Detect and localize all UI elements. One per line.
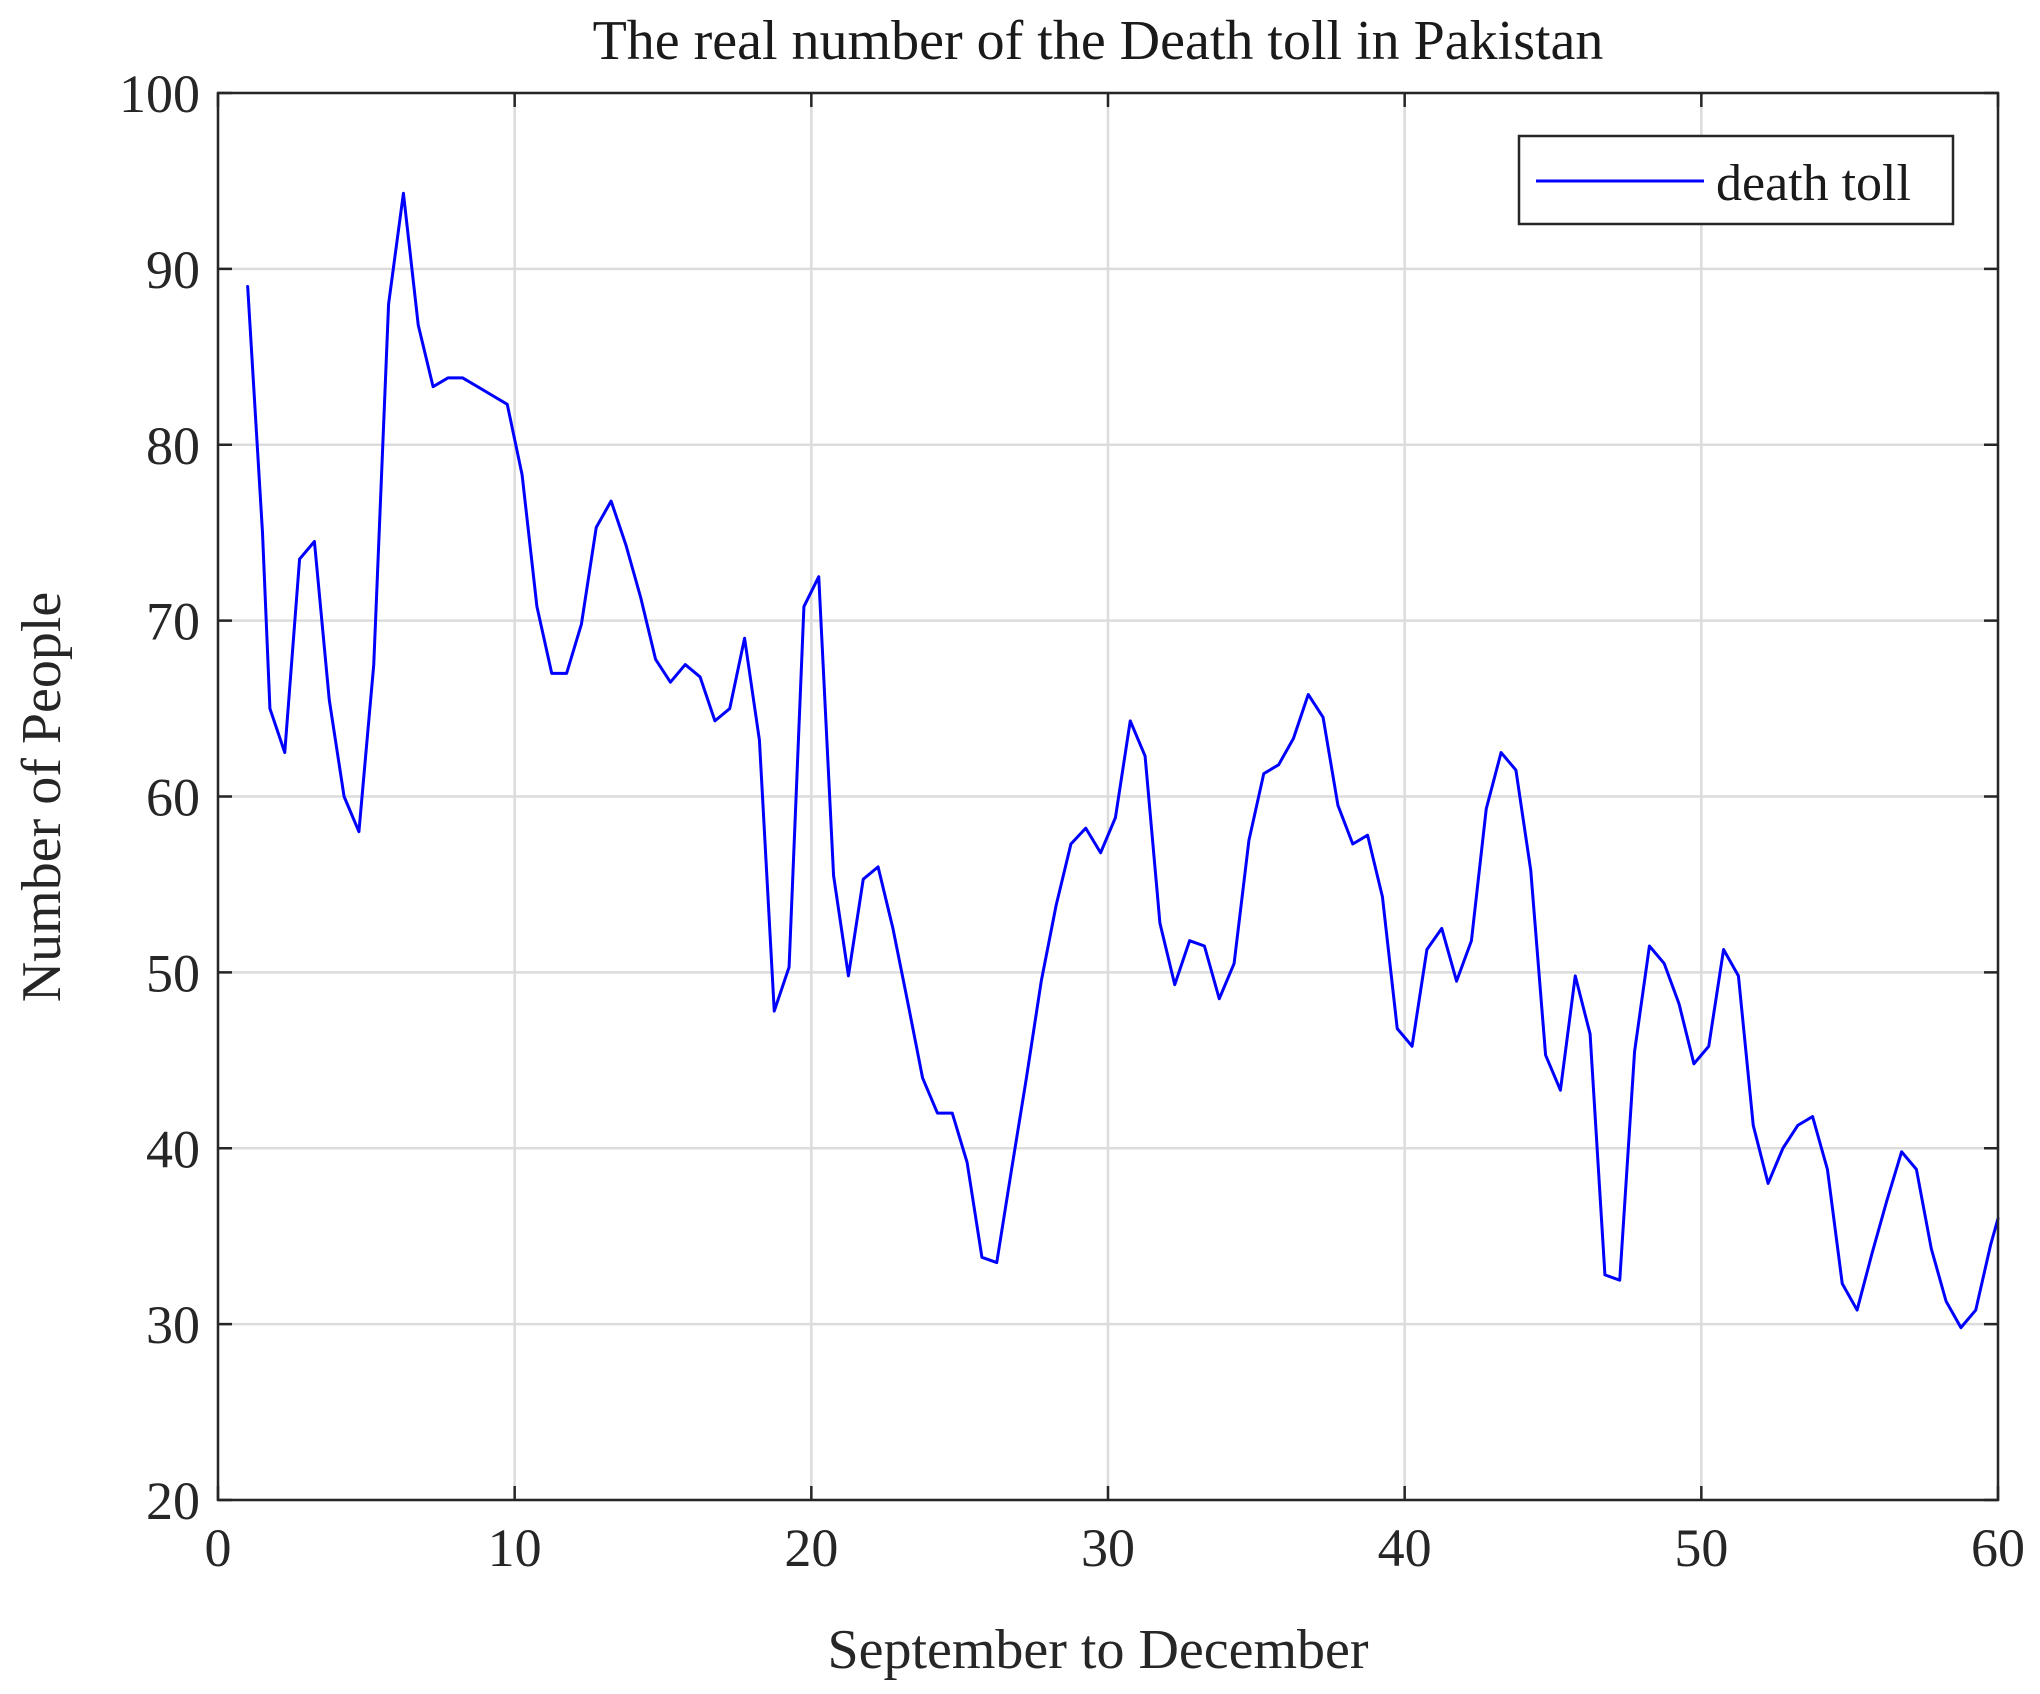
x-axis-tick-labels: 0 10 20 30 40 50 60 — [205, 1518, 2026, 1578]
chart-title: The real number of the Death toll in Pak… — [593, 10, 1604, 72]
legend: death toll — [1517, 134, 1955, 226]
x-tick-label: 20 — [784, 1518, 838, 1578]
y-tick-label: 90 — [146, 240, 200, 300]
y-tick-label: 60 — [146, 768, 200, 828]
series-layer — [246, 191, 2000, 1330]
y-tick-label: 80 — [146, 416, 200, 476]
x-tick-label: 30 — [1081, 1518, 1135, 1578]
plot-frame — [216, 91, 2000, 1502]
y-tick-label: 20 — [146, 1471, 200, 1531]
y-tick-label: 30 — [146, 1295, 200, 1355]
x-tick-label: 50 — [1674, 1518, 1728, 1578]
x-tick-label: 10 — [488, 1518, 542, 1578]
y-tick-label: 50 — [146, 943, 200, 1003]
x-tick-label: 0 — [205, 1518, 232, 1578]
grid-lines — [216, 91, 2000, 1502]
y-axis-label: Number of People — [11, 592, 73, 1003]
x-tick-label: 60 — [1971, 1518, 2025, 1578]
y-tick-label: 70 — [146, 592, 200, 652]
legend-label: death toll — [1716, 155, 1911, 212]
x-tick-label: 40 — [1378, 1518, 1432, 1578]
y-tick-label: 40 — [146, 1119, 200, 1179]
y-tick-label: 100 — [119, 64, 200, 124]
y-axis-tick-labels: 20 30 40 50 60 70 80 90 100 — [119, 64, 200, 1531]
series-line-death-toll — [246, 191, 2000, 1330]
x-axis-label: September to December — [827, 1619, 1368, 1681]
